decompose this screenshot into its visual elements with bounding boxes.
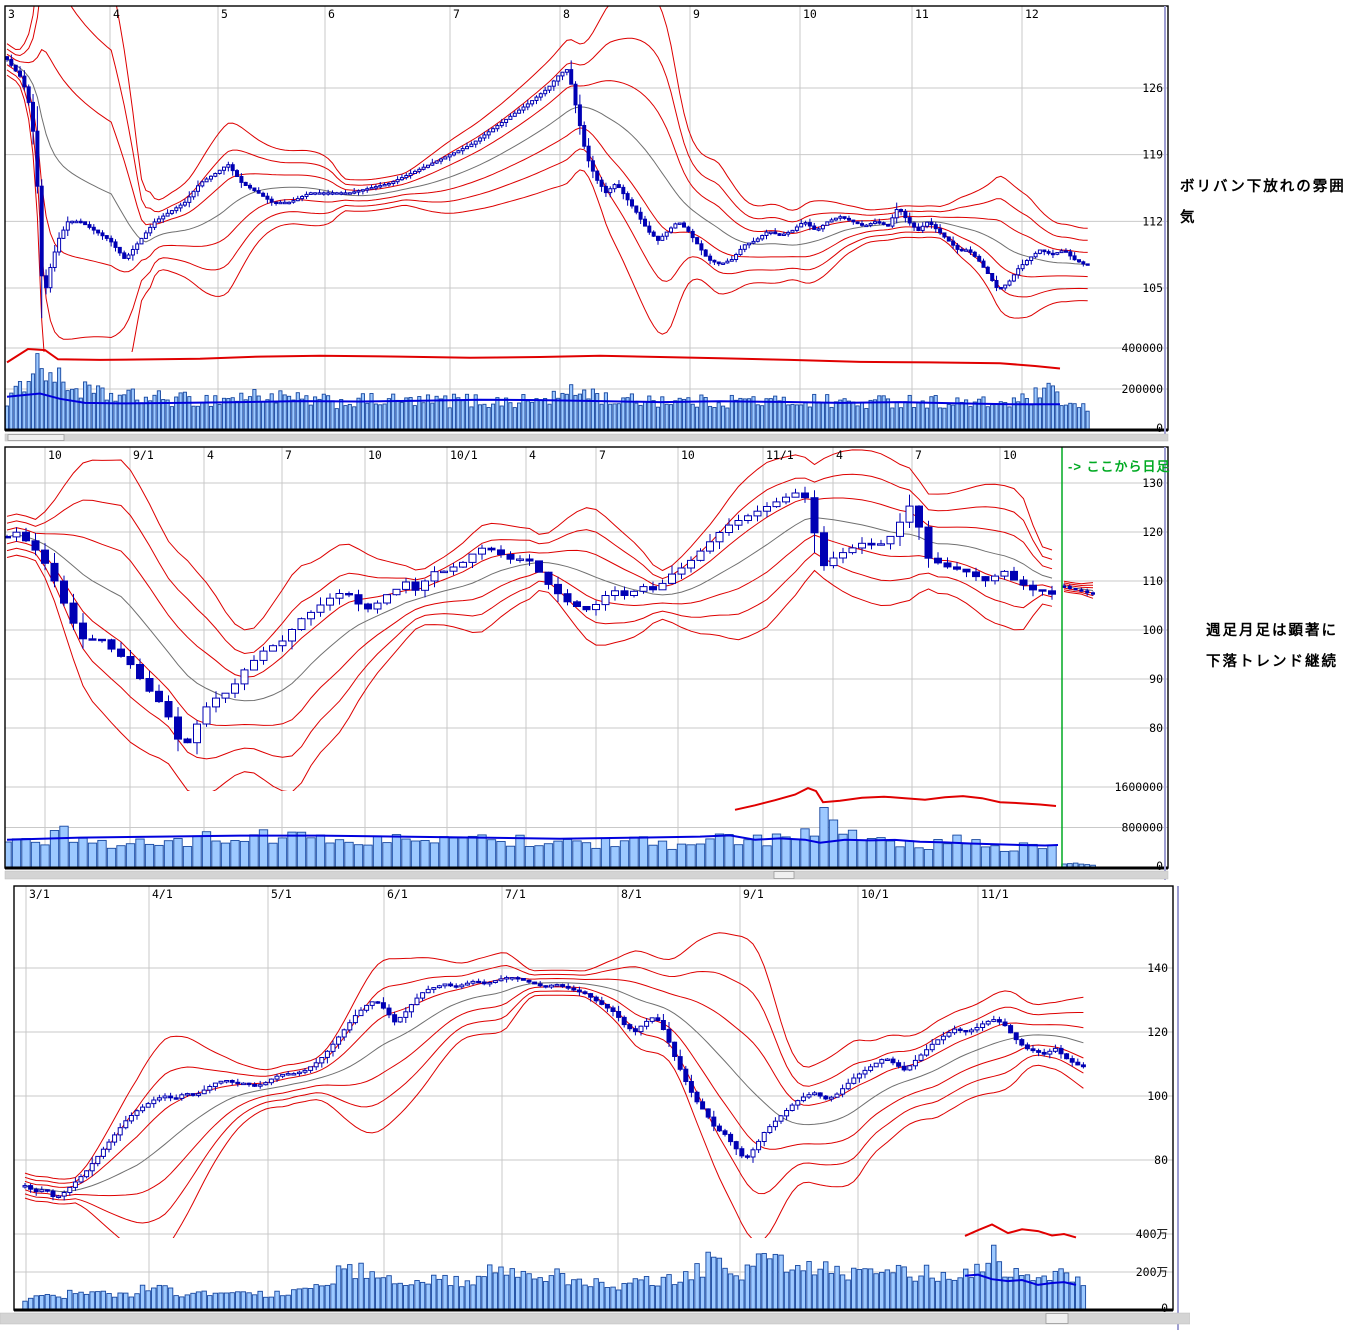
svg-text:130: 130 [1142,476,1163,490]
svg-text:112: 112 [1142,214,1163,228]
svg-text:0: 0 [1161,1301,1168,1315]
annotation-line: 下落トレンド継続 [1206,654,1338,670]
svg-text:11/1: 11/1 [766,448,794,462]
svg-text:100: 100 [1142,623,1163,637]
chart-window-weekly: 10 9/1 4 7 10 10/1 4 7 10 11/1 4 7 10 130 120 110 100 90 8… [0,445,1172,882]
svg-text:140: 140 [1147,961,1168,975]
h-scrollbar-track[interactable] [4,433,1169,442]
svg-text:119: 119 [1142,148,1163,162]
svg-text:200万: 200万 [1136,1265,1168,1279]
svg-text:4/1: 4/1 [152,887,173,901]
svg-text:10: 10 [803,7,817,21]
annotation-weekly-downtrend: 週足月足は顕著に 下落トレンド継続 [1206,616,1338,678]
svg-text:126: 126 [1142,81,1163,95]
svg-text:10: 10 [1003,448,1017,462]
h-scrollbar-thumb[interactable] [773,871,795,879]
svg-text:7/1: 7/1 [505,887,526,901]
svg-text:4: 4 [529,448,536,462]
svg-text:4: 4 [207,448,214,462]
annotation-line: 週足月足は顕著に [1206,623,1338,639]
svg-text:7: 7 [915,448,922,462]
svg-text:110: 110 [1142,574,1163,588]
svg-text:7: 7 [453,7,460,21]
svg-text:11: 11 [915,7,929,21]
svg-text:8/1: 8/1 [621,887,642,901]
svg-text:4: 4 [836,448,843,462]
svg-text:4: 4 [113,7,120,21]
chart2-canvas: 10 9/1 4 7 10 10/1 4 7 10 11/1 4 7 10 130 120 110 100 90 8… [4,446,1169,880]
h-scrollbar-track[interactable] [0,1312,1190,1325]
svg-text:400万: 400万 [1136,1227,1168,1241]
svg-text:11/1: 11/1 [981,887,1009,901]
chart-window-daily: 3 4 5 6 7 8 9 10 11 12 126 119 112 105 400000 200000 0 [0,0,1172,443]
svg-text:7: 7 [599,448,606,462]
svg-text:800000: 800000 [1121,821,1163,835]
svg-text:120: 120 [1142,525,1163,539]
annotation-line: ボリバン下放れの雰囲 [1180,179,1346,195]
svg-text:5/1: 5/1 [271,887,292,901]
svg-text:120: 120 [1147,1025,1168,1039]
annotation-daily-from-here: -> ここから日足 [1068,459,1171,474]
svg-text:6: 6 [328,7,335,21]
svg-text:3: 3 [8,7,15,21]
svg-text:9: 9 [693,7,700,21]
svg-text:1600000: 1600000 [1115,780,1164,794]
svg-text:10: 10 [368,448,382,462]
svg-text:0: 0 [1156,859,1163,873]
annotation-line: 気 [1180,210,1197,226]
svg-text:200000: 200000 [1121,382,1163,396]
h-scrollbar-thumb[interactable] [7,434,65,441]
svg-text:0: 0 [1156,421,1163,435]
svg-text:80: 80 [1149,721,1163,735]
h-scrollbar-track[interactable] [4,870,1169,880]
annotation-bollinger-breakdown: ボリバン下放れの雰囲 気 [1180,172,1346,234]
chart3-canvas: 3/1 4/1 5/1 6/1 7/1 8/1 9/1 10/1 11/1 140 120 100 80… [0,885,1190,1330]
svg-text:10: 10 [48,448,62,462]
svg-text:9/1: 9/1 [133,448,154,462]
svg-text:7: 7 [285,448,292,462]
chart-window-daily-prev: 3/1 4/1 5/1 6/1 7/1 8/1 9/1 10/1 11/1 140 120 100 80… [0,884,1190,1332]
svg-text:10/1: 10/1 [861,887,889,901]
svg-text:5: 5 [221,7,228,21]
chart1-canvas: 3 4 5 6 7 8 9 10 11 12 126 119 112 105 400000 200000 0 [4,5,1169,442]
svg-text:10/1: 10/1 [450,448,478,462]
svg-text:6/1: 6/1 [387,887,408,901]
svg-text:10: 10 [681,448,695,462]
svg-text:12: 12 [1025,7,1039,21]
h-scrollbar-thumb[interactable] [1045,1313,1069,1324]
svg-text:80: 80 [1154,1153,1168,1167]
svg-text:8: 8 [563,7,570,21]
svg-text:9/1: 9/1 [743,887,764,901]
svg-text:90: 90 [1149,672,1163,686]
svg-text:100: 100 [1147,1089,1168,1103]
svg-text:105: 105 [1142,281,1163,295]
svg-text:3/1: 3/1 [29,887,50,901]
svg-text:400000: 400000 [1121,341,1163,355]
